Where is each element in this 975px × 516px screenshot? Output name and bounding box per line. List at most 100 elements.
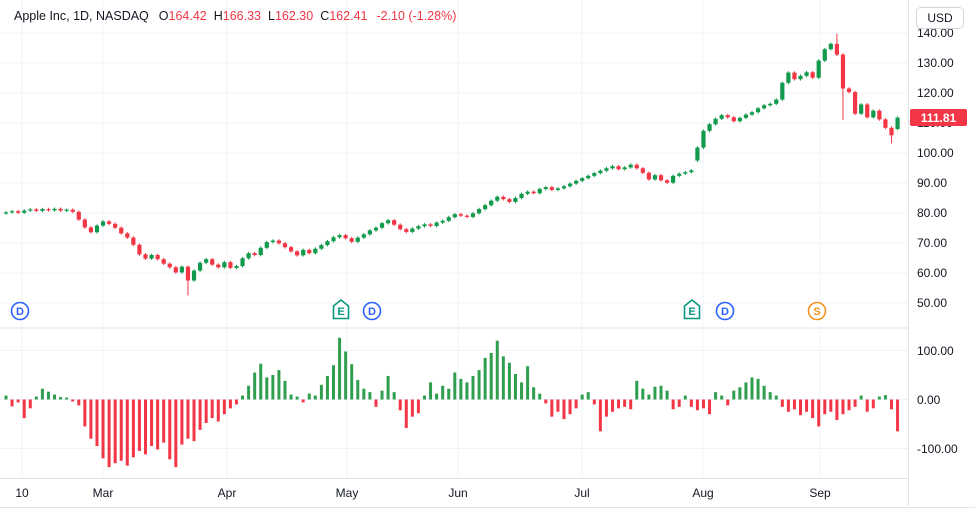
histogram-bar	[83, 399, 87, 427]
histogram-bar	[623, 399, 627, 407]
candle-body	[664, 180, 670, 183]
histogram-bar	[883, 395, 887, 400]
candle-body	[513, 198, 518, 202]
histogram-bar	[768, 392, 772, 400]
price-axis[interactable]: USD 140.00130.00120.00110.00100.0090.008…	[908, 0, 975, 506]
symbol-legend: Apple Inc, 1D, NASDAQ O164.42 H166.33 L162.…	[14, 9, 456, 23]
currency-toggle-button[interactable]: USD	[916, 7, 964, 29]
candle-body	[780, 82, 785, 100]
candle-body	[816, 60, 821, 78]
candle-body	[331, 237, 336, 242]
histogram-bar	[53, 394, 57, 400]
candle-body	[113, 223, 118, 228]
candle-body	[428, 224, 433, 226]
earnings-marker-icon[interactable]: E	[332, 298, 350, 320]
histogram-bar	[629, 399, 633, 410]
candle-body	[361, 234, 366, 238]
histogram-bar	[635, 380, 639, 400]
candle-body	[592, 173, 597, 176]
histogram-bar	[186, 399, 190, 439]
histogram-bar	[174, 399, 178, 468]
candle-body	[695, 147, 700, 161]
histogram-bar	[319, 384, 323, 400]
candle-body	[628, 164, 633, 168]
histogram-bar	[295, 396, 299, 400]
candle-body	[234, 266, 239, 268]
candle-body	[865, 104, 870, 118]
price-tick-label: 100.00	[917, 146, 954, 160]
candle-body	[464, 215, 470, 217]
histogram-bar	[695, 399, 699, 411]
candle-body	[216, 264, 221, 268]
time-axis[interactable]: 10 Mar Apr May Jun Jul Aug Sep	[0, 478, 975, 508]
dividend-marker-icon[interactable]: D	[715, 301, 735, 321]
histogram-bar	[453, 372, 457, 400]
candle-body	[768, 103, 773, 106]
histogram-bar	[34, 396, 38, 400]
histogram-bar	[726, 399, 730, 406]
dividend-marker-icon[interactable]: D	[10, 301, 30, 321]
histogram-bar	[404, 399, 408, 428]
histogram-bar	[180, 399, 184, 445]
candle-body	[404, 229, 409, 232]
histogram-bar	[435, 393, 439, 400]
candle-body	[531, 191, 536, 194]
histogram-bar	[301, 399, 305, 403]
time-tick-label: Aug	[692, 486, 714, 500]
split-marker-icon[interactable]: S	[807, 301, 827, 321]
candle-body	[288, 247, 294, 252]
candle-body	[798, 75, 803, 80]
candle-body	[125, 233, 130, 238]
candle-body	[525, 191, 530, 194]
histogram-bar	[465, 382, 469, 400]
histogram-bar	[59, 397, 63, 400]
histogram-bar	[65, 397, 69, 400]
candle-body	[137, 244, 142, 255]
histogram-bar	[617, 399, 621, 409]
candle-body	[483, 205, 488, 210]
candle-body	[652, 175, 658, 180]
histogram-bar	[71, 399, 75, 402]
candle-body	[398, 224, 403, 230]
time-tick-label: Apr	[217, 486, 237, 500]
histogram-bar	[307, 393, 311, 400]
histogram-bar	[877, 396, 881, 400]
candle-body	[683, 172, 688, 174]
candle-body	[804, 72, 809, 76]
candle-body	[598, 170, 603, 174]
histogram-bar	[125, 399, 129, 466]
svg-text:E: E	[337, 306, 344, 318]
candle-body	[385, 220, 391, 224]
histogram-bar	[410, 399, 414, 417]
histogram-bar	[598, 399, 602, 432]
candle-body	[197, 262, 203, 271]
candle-body	[179, 266, 184, 273]
candle-body	[252, 253, 257, 255]
candle-body	[119, 227, 124, 234]
candle-body	[646, 172, 651, 180]
histogram-bar	[526, 366, 530, 400]
candle-body	[343, 235, 348, 239]
candle-body	[100, 221, 106, 226]
histogram-bar	[847, 399, 851, 411]
candle-body	[204, 259, 209, 263]
time-tick-label: Mar	[92, 486, 114, 500]
dividend-marker-icon[interactable]: D	[362, 301, 382, 321]
candle-body	[301, 249, 306, 256]
price-tick-label: 120.00	[917, 86, 954, 100]
candle-body	[749, 112, 755, 115]
candle-body	[40, 209, 45, 211]
histogram-bar	[441, 385, 445, 400]
histogram-bar	[562, 399, 566, 420]
histogram-bar	[162, 399, 166, 443]
candle-body	[586, 175, 591, 179]
histogram-bar	[896, 399, 900, 432]
candle-body	[755, 108, 761, 113]
earnings-marker-icon[interactable]: E	[683, 298, 701, 320]
candle-body	[82, 219, 87, 228]
symbol-title[interactable]: Apple Inc, 1D, NASDAQ	[14, 9, 149, 23]
ohlc-field: L162.30	[268, 9, 314, 23]
histogram-bar	[398, 399, 402, 411]
histogram-bar	[744, 382, 748, 400]
